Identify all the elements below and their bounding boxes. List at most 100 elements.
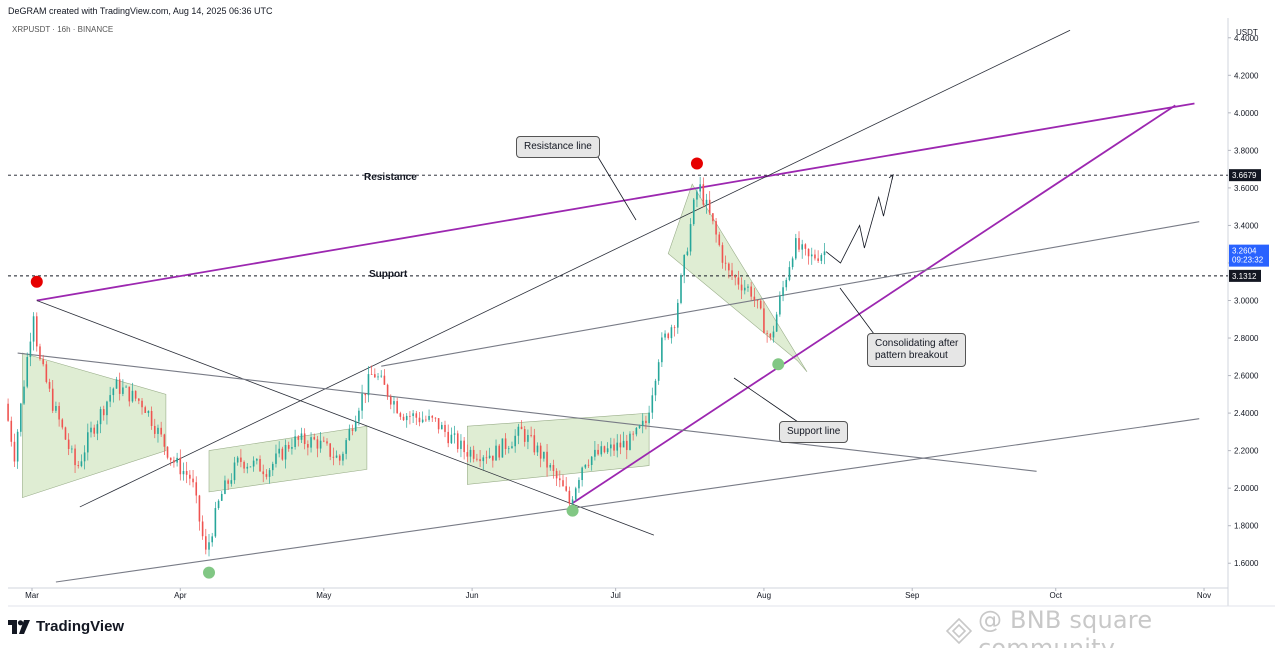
candle-body — [291, 447, 293, 449]
candle-body — [268, 470, 271, 477]
trendline-descending[interactable] — [36, 300, 655, 536]
candle-body — [782, 287, 784, 296]
candle-body — [345, 440, 347, 454]
resistance-price-tag-bg — [1229, 169, 1261, 182]
candle-body — [657, 362, 660, 381]
candle-body — [351, 429, 354, 431]
candle-body — [236, 457, 239, 463]
candle-body — [83, 452, 86, 462]
candle-body — [256, 458, 258, 461]
candle-body — [708, 199, 711, 214]
candle-body — [804, 244, 807, 249]
candle-body — [492, 455, 494, 461]
y-tick-label: 2.4000 — [1234, 409, 1259, 418]
currency-label: USDT — [1236, 28, 1258, 37]
candle-body — [702, 184, 705, 205]
y-tick-label: 4.2000 — [1234, 71, 1259, 80]
candle-body — [303, 433, 306, 445]
candle-body — [511, 446, 513, 449]
candle-body — [342, 453, 344, 461]
y-tick-label: 3.0000 — [1234, 297, 1259, 306]
plot-area — [8, 18, 1228, 588]
candle-body — [418, 417, 421, 423]
candle-body — [444, 424, 446, 432]
support-label: Support — [369, 269, 408, 280]
candle-body — [530, 435, 532, 436]
candle-body — [823, 251, 826, 256]
candle-body — [587, 464, 590, 466]
candle-body — [313, 437, 316, 440]
candle-body — [638, 425, 641, 428]
current-price-tag-text: 3.2604 — [1232, 247, 1257, 256]
resistance-line-callout[interactable]: Resistance line — [516, 136, 600, 158]
candle-body — [571, 499, 574, 504]
candle-body — [326, 441, 328, 444]
candle-body — [546, 451, 548, 468]
candle-body — [441, 424, 443, 430]
candle-body — [507, 448, 510, 450]
candle-body — [243, 461, 245, 469]
candle-body — [412, 413, 414, 417]
candle-body — [153, 425, 156, 434]
candle-body — [287, 444, 290, 449]
candle-body — [380, 375, 383, 377]
candle-body — [661, 337, 663, 363]
candle-body — [814, 254, 816, 259]
projection-path — [825, 174, 894, 264]
candle-body — [641, 420, 644, 426]
candle-body — [450, 434, 453, 444]
y-tick-label: 2.8000 — [1234, 334, 1259, 343]
trendline-purple-resistance[interactable] — [36, 102, 1195, 302]
trendline-lower-ascending[interactable] — [55, 418, 1200, 583]
candle-body — [16, 431, 19, 462]
tradingview-logo[interactable]: TradingView — [8, 618, 124, 635]
y-tick-label: 2.6000 — [1234, 372, 1259, 381]
candle-body — [699, 184, 701, 192]
candle-body — [613, 444, 615, 451]
candle-body — [109, 395, 111, 402]
candle-body — [399, 413, 402, 417]
trendline-long-ascending[interactable] — [79, 29, 1071, 508]
candle-body — [555, 470, 558, 479]
candle-body — [32, 316, 35, 342]
y-tick-label: 3.4000 — [1234, 221, 1259, 230]
candle-body — [740, 284, 743, 291]
candle-body — [157, 427, 159, 434]
trendline-purple-support[interactable] — [572, 104, 1176, 504]
candle-body — [463, 440, 465, 453]
candle-body — [664, 333, 666, 338]
candle-body — [482, 457, 485, 462]
candle-body — [409, 415, 411, 417]
candle-body — [565, 486, 567, 491]
y-tick-label: 4.0000 — [1234, 109, 1259, 118]
candle-body — [176, 457, 178, 463]
candle-body — [578, 480, 580, 489]
trendline-mid-ascending[interactable] — [381, 221, 1200, 367]
candle-body — [262, 471, 265, 475]
candle-body — [195, 482, 198, 496]
candle-body — [211, 536, 213, 543]
candle-body — [514, 435, 516, 447]
trendline-lower-descending[interactable] — [17, 352, 1037, 472]
candle-body — [189, 474, 191, 479]
candle-body — [214, 508, 217, 537]
candle-body — [817, 258, 819, 261]
support-line-callout[interactable]: Support line — [779, 421, 849, 443]
candle-body — [523, 429, 526, 442]
candle-body — [29, 341, 32, 358]
candle-body — [208, 542, 210, 550]
candle-body — [629, 433, 631, 450]
candle-body — [131, 390, 134, 402]
candle-body — [520, 426, 523, 430]
candle-body — [77, 465, 80, 467]
y-tick-label: 1.6000 — [1234, 559, 1259, 568]
candle-body — [278, 448, 280, 454]
candle-body — [415, 413, 418, 418]
candle-body — [166, 446, 169, 458]
consolidating-callout[interactable]: Consolidating after pattern breakout — [867, 333, 967, 367]
candle-body — [543, 451, 545, 459]
red-marker — [690, 157, 703, 170]
candle-body — [402, 416, 405, 421]
candle-body — [364, 393, 367, 396]
